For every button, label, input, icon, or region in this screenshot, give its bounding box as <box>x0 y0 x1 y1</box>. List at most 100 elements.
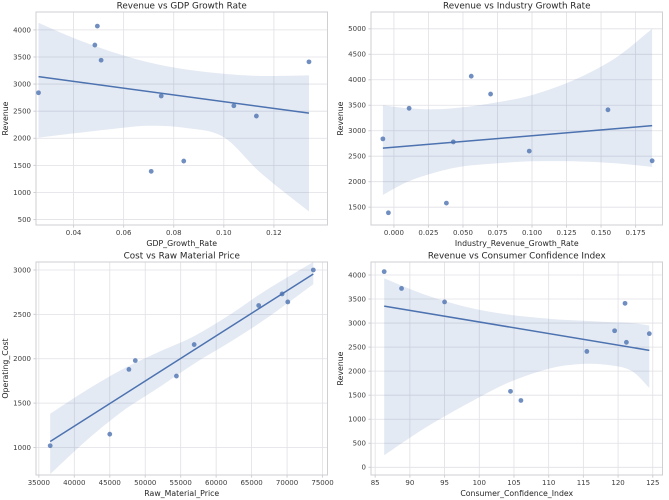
data-point <box>181 158 187 164</box>
x-tick-label: 0.04 <box>66 229 82 237</box>
data-point <box>649 158 655 164</box>
x-tick-label: 75000 <box>311 479 333 487</box>
x-tick-label: 65000 <box>240 479 262 487</box>
x-tick-label: 60000 <box>205 479 227 487</box>
axes-spines <box>370 261 663 476</box>
x-tick-label: 55000 <box>170 479 192 487</box>
data-point <box>385 210 391 216</box>
y-tick-label: 3000 <box>13 266 31 274</box>
y-tick-label: 2000 <box>348 368 366 376</box>
y-tick-label: 2000 <box>13 135 31 143</box>
data-points <box>381 269 652 403</box>
x-axis-label: GDP_Growth_Rate <box>146 239 217 248</box>
y-tick-label: 2500 <box>13 108 31 116</box>
data-point <box>231 103 237 109</box>
y-tick-label: 1000 <box>13 444 31 452</box>
data-points <box>36 23 312 174</box>
y-tick-labels: 1500 2000 2500 3000 3500 4000 4500 5000 <box>348 25 366 211</box>
x-axis-label: Consumer_Confidence_Index <box>460 489 573 498</box>
x-tick-label: 0.100 <box>521 229 541 237</box>
data-point <box>605 107 610 113</box>
x-tick-label: 95 <box>440 479 449 487</box>
chart-svg-revenue-vs-gdp: 0.04 0.06 0.08 0.10 0.12 500 1000 1500 2000 2500 3… <box>0 0 335 250</box>
x-tick-labels: 35000 40000 45000 50000 55000 60000 65000 70000… <box>28 479 334 487</box>
tick-marks <box>367 274 653 478</box>
gridlines <box>36 262 328 475</box>
chart-cost-vs-raw-material-price: 35000 40000 45000 50000 55000 60000 65000 70000… <box>0 250 335 500</box>
x-tick-label: 45000 <box>99 479 121 487</box>
x-tick-label: 40000 <box>63 479 85 487</box>
data-point <box>406 105 412 111</box>
x-tick-label: 0.025 <box>418 229 438 237</box>
chart-title: Revenue vs Consumer Confidence Index <box>427 252 605 262</box>
x-tick-labels: 85 90 95 100 105 110 115 120 125 <box>370 479 659 487</box>
x-tick-label: 0.06 <box>116 229 132 237</box>
data-point <box>526 148 532 154</box>
data-point <box>398 286 404 291</box>
y-axis-label: Revenue <box>336 351 345 385</box>
x-tick-labels: 0.04 0.06 0.08 0.10 0.12 <box>66 229 282 237</box>
plot-background <box>334 0 669 250</box>
axes-spines <box>370 11 663 226</box>
y-tick-label: 5000 <box>348 25 366 33</box>
confidence-band <box>382 28 652 195</box>
y-tick-label: 3000 <box>13 80 31 88</box>
plot-background <box>334 250 669 500</box>
data-point <box>468 73 474 79</box>
y-tick-label: 500 <box>352 440 365 448</box>
data-point <box>253 113 259 119</box>
data-point <box>94 23 100 29</box>
y-tick-label: 1000 <box>348 416 366 424</box>
plot-background <box>0 250 335 500</box>
data-point <box>148 168 154 174</box>
chart-revenue-vs-consumer-confidence-index: 85 90 95 100 105 110 115 120 125 0 500 1000 1500 2000… <box>334 250 669 500</box>
y-axis-label: Operating_Cost <box>1 338 10 398</box>
tick-marks <box>367 28 636 228</box>
y-tick-label: 4000 <box>348 271 366 279</box>
chart-svg-revenue-vs-industry: 0.000 0.025 0.050 0.075 0.100 0.125 0.150 0.175… <box>334 0 669 250</box>
regression-line <box>49 273 314 443</box>
y-tick-labels: 500 1000 1500 2000 2500 3000 3500 4000 <box>13 26 31 224</box>
data-point <box>622 300 627 306</box>
plot-background <box>0 0 335 250</box>
data-point <box>443 200 449 206</box>
data-point <box>158 93 164 99</box>
x-tick-label: 120 <box>611 479 624 487</box>
y-tick-label: 2500 <box>348 344 366 352</box>
y-tick-label: 2000 <box>13 355 31 363</box>
data-point <box>310 267 316 273</box>
chart-svg-revenue-vs-confidence: 85 90 95 100 105 110 115 120 125 0 500 1000 1500 2000… <box>334 250 669 500</box>
gridlines <box>370 262 662 475</box>
y-tick-label: 4500 <box>348 51 366 59</box>
y-axis-label: Revenue <box>336 101 345 135</box>
data-points <box>47 267 316 449</box>
regression-line <box>383 305 649 352</box>
y-tick-label: 2500 <box>13 311 31 319</box>
gridlines <box>370 12 662 225</box>
data-point <box>450 139 456 145</box>
y-tick-label: 1500 <box>13 162 31 170</box>
x-tick-label: 0.150 <box>591 229 611 237</box>
data-point <box>518 398 523 403</box>
y-tick-labels: 0 500 1000 1500 2000 2500 3000 3500 4000 <box>348 271 366 471</box>
x-tick-label: 100 <box>472 479 485 487</box>
axes-spines <box>35 261 328 476</box>
y-tick-label: 0 <box>361 464 365 472</box>
x-tick-label: 0.08 <box>166 229 182 237</box>
data-point <box>379 136 385 142</box>
chart-title: Cost vs Raw Material Price <box>124 252 240 262</box>
data-point <box>92 42 98 48</box>
x-tick-label: 50000 <box>134 479 156 487</box>
data-point <box>36 90 41 96</box>
y-tick-label: 3500 <box>348 102 366 110</box>
data-point <box>107 431 113 437</box>
data-points <box>379 73 655 216</box>
confidence-band <box>383 278 649 456</box>
confidence-band <box>38 22 309 212</box>
y-tick-label: 3500 <box>348 295 366 303</box>
x-tick-label: 0.125 <box>556 229 576 237</box>
chart-svg-cost-vs-raw-material: 35000 40000 45000 50000 55000 60000 65000 70000… <box>0 250 335 500</box>
chart-revenue-vs-industry-growth-rate: 0.000 0.025 0.050 0.075 0.100 0.125 0.150 0.175… <box>334 0 669 250</box>
regression-line <box>382 124 652 149</box>
data-point <box>174 373 179 379</box>
